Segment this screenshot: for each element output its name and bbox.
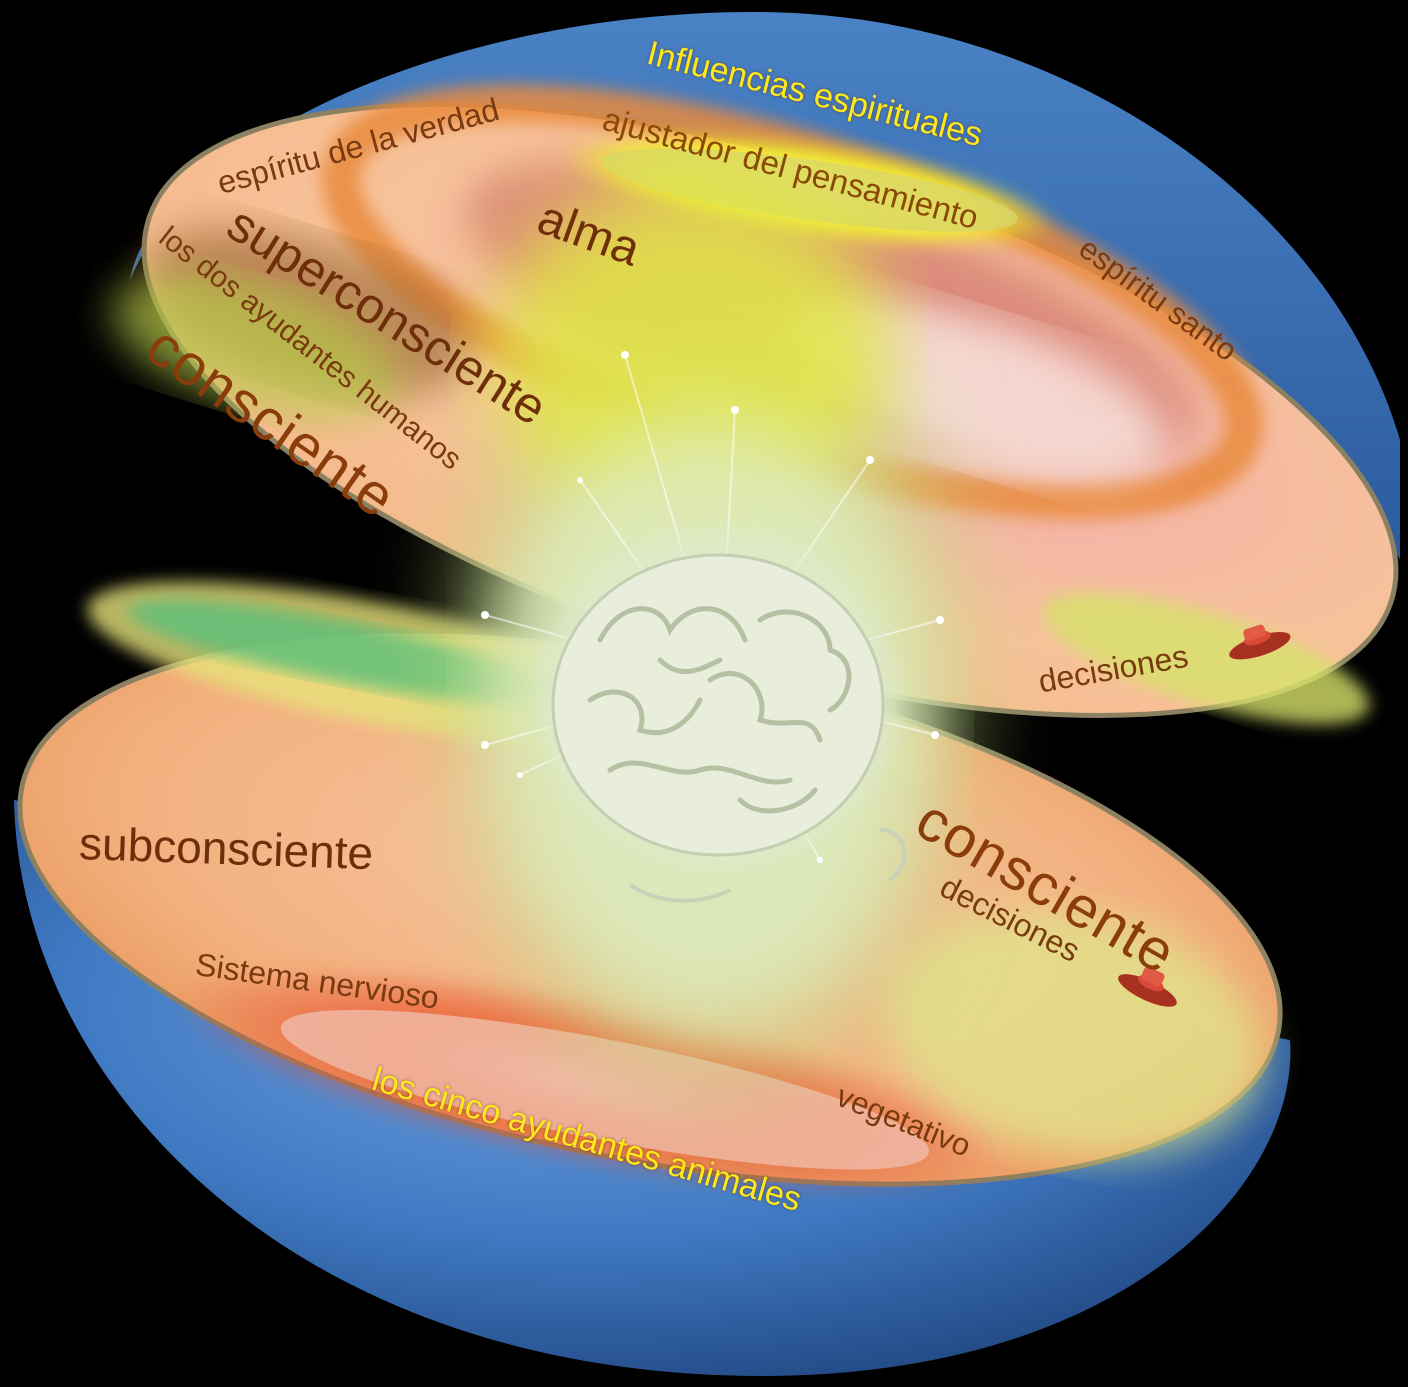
label-subconscious: subconsciente bbox=[78, 817, 375, 880]
brain-head-icon bbox=[538, 530, 907, 903]
light-sparks bbox=[481, 351, 944, 863]
upper-hemisphere bbox=[130, 11, 1400, 560]
red-push-button-icon bbox=[1118, 966, 1177, 1007]
red-push-button-icon bbox=[1229, 624, 1291, 660]
